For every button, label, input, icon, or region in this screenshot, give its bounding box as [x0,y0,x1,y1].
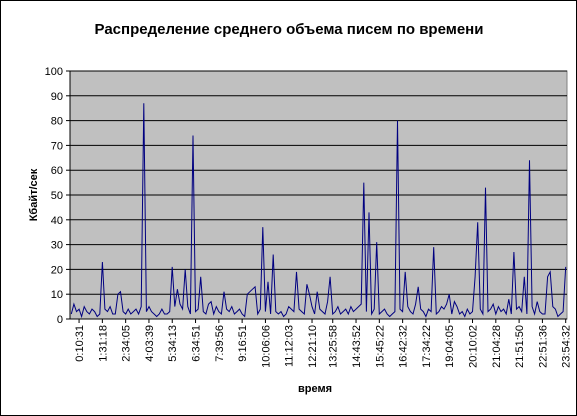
x-tick-label: 2:34:05 [121,325,133,362]
y-tick-label: 60 [51,165,63,177]
x-tick-label: 11:12:03 [284,325,296,367]
x-tick-label: 17:34:22 [421,325,433,368]
x-tick-label: 7:39:56 [214,325,226,362]
x-tick-label: 23:54:32 [561,325,573,368]
x-tick-label: 6:34:51 [191,325,203,362]
x-tick-label: 12:21:10 [307,325,319,368]
x-tick-label: 22:51:36 [537,325,549,368]
y-tick-label: 50 [51,190,63,202]
y-tick-label: 30 [51,240,63,252]
x-tick-label: 0:10:31 [74,325,86,362]
y-tick-label: 40 [51,215,63,227]
y-tick-label: 0 [57,314,63,326]
y-tick-label: 70 [51,140,63,152]
x-tick-label: 20:10:02 [468,325,480,368]
x-tick-label: 4:03:39 [144,325,156,362]
x-tick-label: 21:04:28 [491,325,503,368]
y-axis-title: Кбайт/сек [28,168,40,221]
x-tick-label: 21:51:50 [514,325,526,368]
x-axis-title: время [298,383,332,395]
x-tick-label: 19:04:05 [444,325,456,368]
x-tick-label: 10:06:06 [260,325,272,368]
series-line [70,103,567,319]
y-tick-label: 100 [45,66,63,78]
x-tick-label: 15:45:22 [374,325,386,368]
x-tick-label: 9:16:51 [237,325,249,362]
x-tick-label: 14:43:52 [351,325,363,368]
y-tick-label: 90 [51,91,63,103]
x-tick-label: 1:31:18 [97,325,109,362]
y-tick-label: 10 [51,289,63,301]
chart-title: Распределение среднего объема писем по в… [95,21,484,38]
y-tick-label: 20 [51,264,63,276]
x-tick-label: 13:25:58 [328,325,340,368]
x-tick-label: 16:42:32 [398,325,410,368]
y-tick-label: 80 [51,116,63,128]
x-tick-label: 5:34:13 [167,325,179,362]
